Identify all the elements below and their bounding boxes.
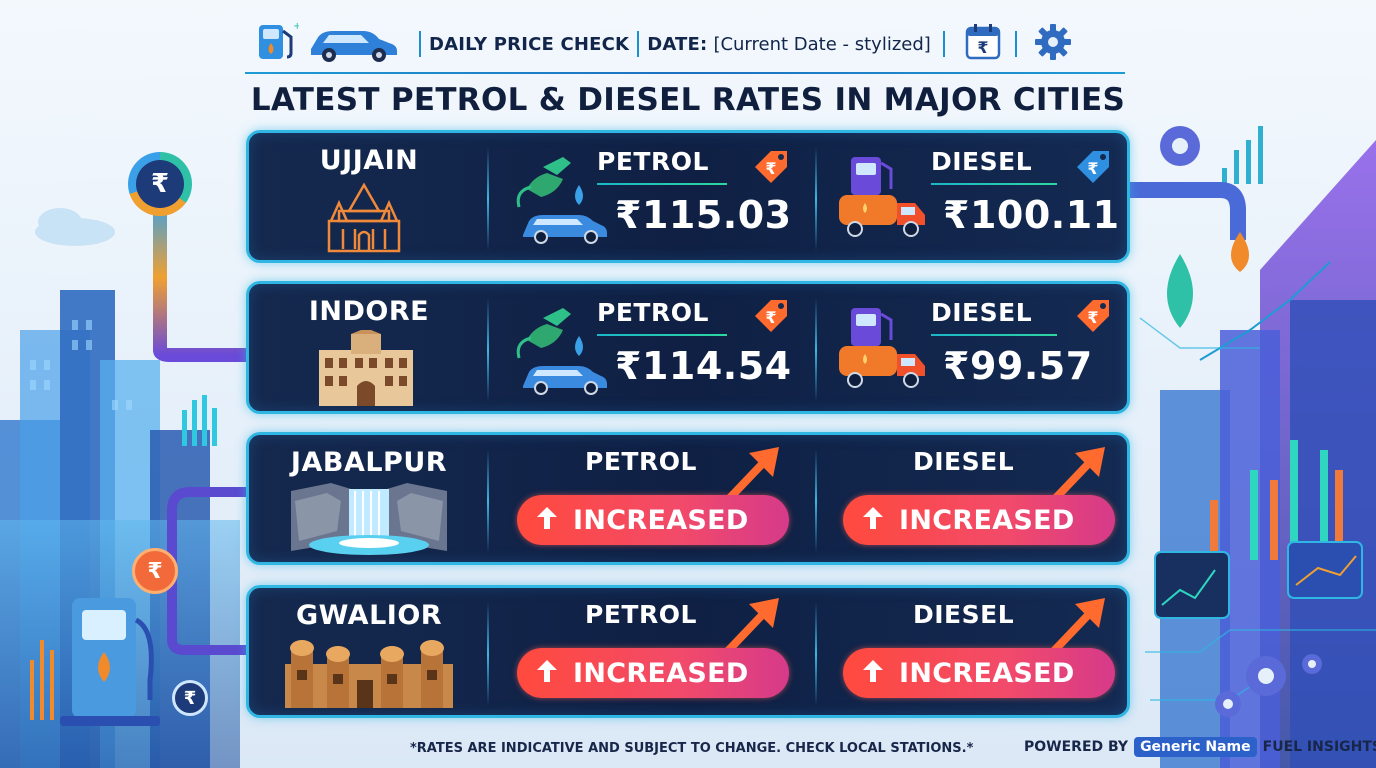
rupee-coin-icon: ₹ — [128, 152, 192, 216]
petrol-increased-badge: INCREASED — [517, 495, 789, 545]
diesel-status: INCREASED — [899, 657, 1075, 689]
svg-text:₹: ₹ — [977, 38, 988, 57]
fuel-pump-icon: + — [253, 19, 301, 69]
rupee-coin-icon: ₹ — [172, 680, 208, 716]
label-underline — [931, 334, 1057, 336]
diesel-status: INCREASED — [899, 504, 1075, 536]
divider — [815, 449, 817, 553]
diesel-label: DIESEL — [913, 600, 1015, 629]
header-title: DAILY PRICE CHECK — [429, 33, 630, 55]
divider — [487, 449, 489, 553]
waterfall-icon — [291, 481, 447, 561]
divider — [487, 147, 489, 251]
rupee-symbol: ₹ — [136, 160, 184, 208]
petrol-increased-badge: INCREASED — [517, 648, 789, 698]
powered-by-label: POWERED BY — [1024, 739, 1129, 755]
brand-name[interactable]: Generic Name — [1134, 737, 1257, 757]
price-tag-icon: ₹ — [747, 292, 793, 342]
petrol-label: PETROL — [585, 447, 697, 476]
petrol-label: PETROL — [585, 600, 697, 629]
petrol-price: ₹114.54 — [615, 344, 792, 388]
label-underline — [931, 183, 1057, 185]
petrol-price: ₹115.03 — [615, 193, 792, 237]
temple-icon — [309, 181, 419, 259]
city-name: INDORE — [308, 296, 430, 327]
header-separator — [942, 31, 945, 57]
diesel-increased-badge: INCREASED — [843, 648, 1115, 698]
rupee-coin-icon: ₹ — [132, 548, 178, 594]
city-name: GWALIOR — [295, 600, 443, 631]
divider — [815, 602, 817, 706]
header-separator — [419, 31, 421, 57]
divider — [487, 298, 489, 402]
brand-suffix: FUEL INSIGHTS — [1262, 739, 1376, 755]
header-separator — [637, 31, 640, 57]
fort-icon — [281, 634, 457, 714]
header-underline — [245, 72, 1125, 74]
up-arrow-icon — [861, 505, 885, 535]
divider — [815, 298, 817, 402]
date-label: DATE: — [647, 33, 708, 55]
disclaimer-note: *RATES ARE INDICATIVE AND SUBJECT TO CHA… — [410, 741, 974, 756]
city-card-ujjain: UJJAIN PETROL — [246, 130, 1130, 263]
city-card-indore: INDORE PETROL ₹ ₹114.54 — [246, 281, 1130, 414]
diesel-label: DIESEL — [931, 298, 1033, 327]
diesel-increased-badge: INCREASED — [843, 495, 1115, 545]
header-bar: + DAILY PRICE CHECK DATE: [Current Date … — [245, 16, 1125, 74]
page-title: LATEST PETROL & DIESEL RATES IN MAJOR CI… — [250, 82, 1126, 118]
svg-text:₹: ₹ — [765, 308, 776, 327]
divider — [487, 602, 489, 706]
label-underline — [597, 334, 727, 336]
label-underline — [597, 183, 727, 185]
car-icon — [305, 19, 401, 69]
svg-text:+: + — [293, 21, 299, 32]
gear-icon[interactable] — [1033, 22, 1073, 66]
petrol-label: PETROL — [597, 147, 709, 176]
up-arrow-icon — [535, 505, 559, 535]
header-separator — [1014, 31, 1017, 57]
up-arrow-icon — [861, 658, 885, 688]
city-name: JABALPUR — [290, 447, 448, 478]
tanker-truck-icon — [835, 149, 931, 249]
fuel-nozzle-icon — [507, 149, 617, 251]
palace-icon — [311, 328, 421, 414]
tanker-truck-icon — [835, 300, 931, 400]
powered-by: POWERED BY Generic Name FUEL INSIGHTS — [1024, 737, 1376, 757]
petrol-status: INCREASED — [573, 657, 749, 689]
city-card-jabalpur: JABALPUR PETROL INCREASED DIESEL INCREAS… — [246, 432, 1130, 565]
divider — [815, 147, 817, 251]
price-tag-icon: ₹ — [1069, 292, 1115, 342]
date-value: [Current Date - stylized] — [713, 33, 931, 55]
svg-text:₹: ₹ — [1087, 159, 1098, 178]
petrol-status: INCREASED — [573, 504, 749, 536]
diesel-price: ₹100.11 — [943, 193, 1120, 237]
city-name: UJJAIN — [319, 145, 419, 176]
diesel-label: DIESEL — [931, 147, 1033, 176]
svg-text:₹: ₹ — [765, 159, 776, 178]
up-arrow-icon — [535, 658, 559, 688]
calendar-rupee-icon[interactable]: ₹ — [963, 22, 1003, 66]
diesel-price: ₹99.57 — [943, 344, 1093, 388]
city-card-gwalior: GWALIOR PETROL INCREASED DIESEL — [246, 585, 1130, 718]
price-tag-icon: ₹ — [747, 143, 793, 193]
diesel-label: DIESEL — [913, 447, 1015, 476]
price-tag-icon: ₹ — [1069, 143, 1115, 193]
svg-text:₹: ₹ — [1087, 308, 1098, 327]
fuel-nozzle-icon — [507, 300, 617, 402]
petrol-label: PETROL — [597, 298, 709, 327]
